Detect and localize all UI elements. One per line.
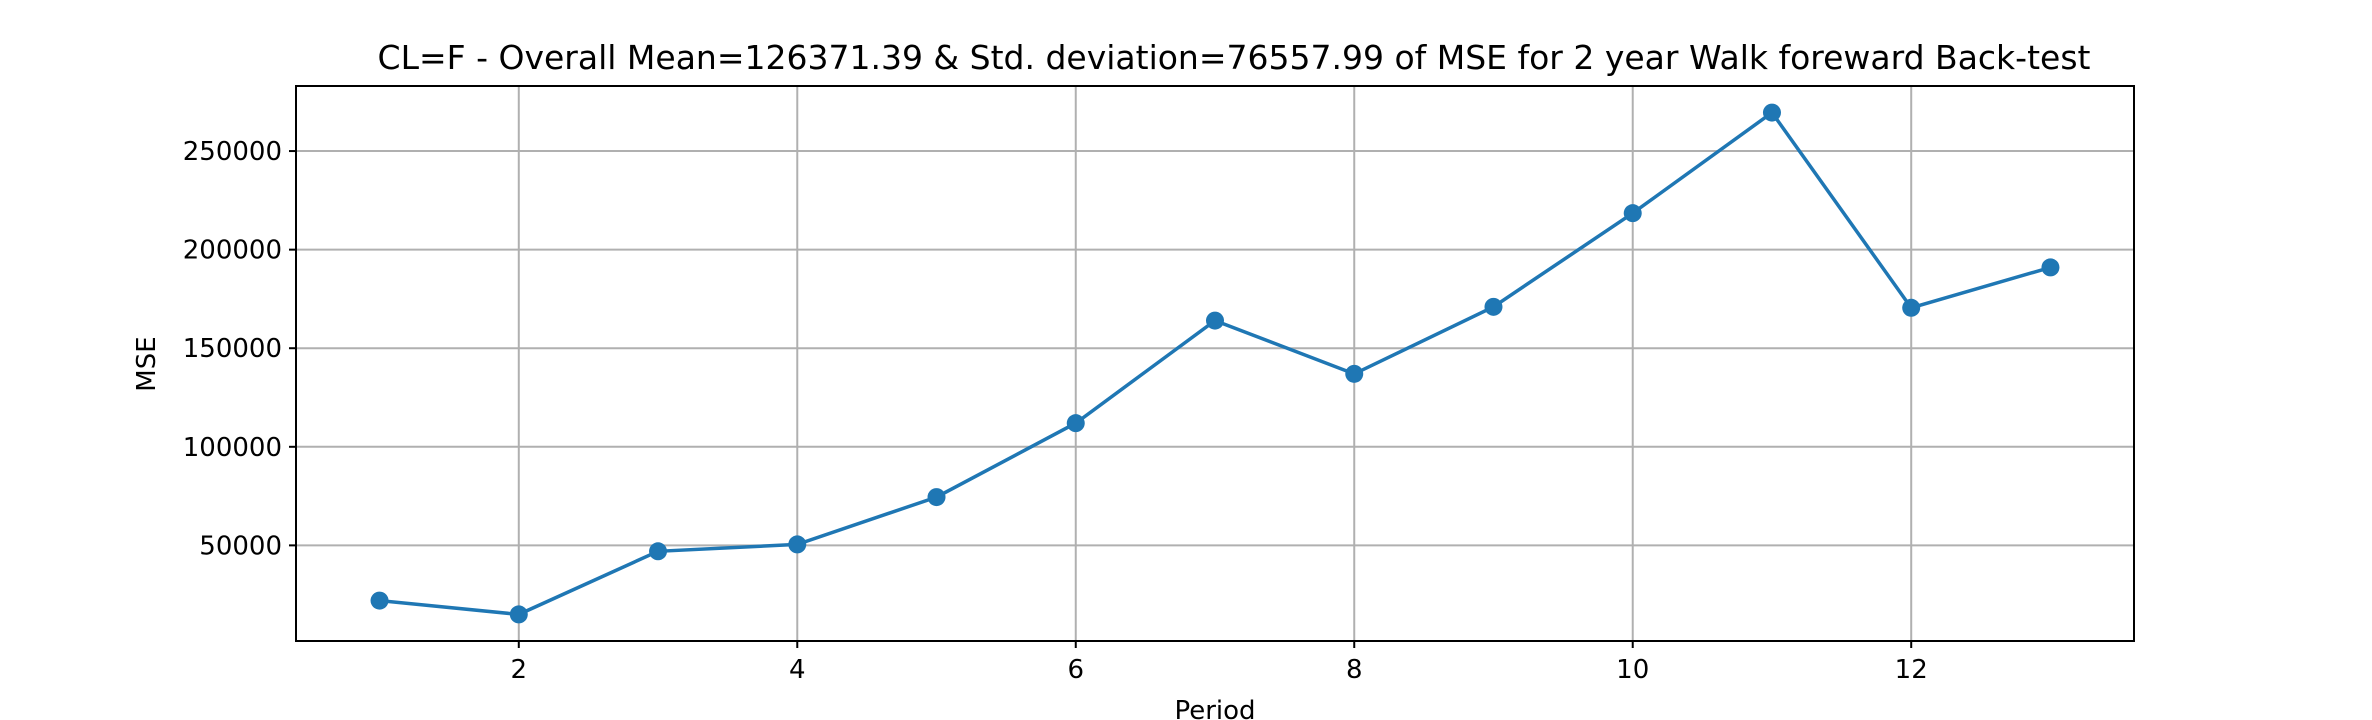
data-point bbox=[2041, 258, 2060, 277]
plot-frame bbox=[295, 85, 2135, 642]
y-axis-label: MSE bbox=[132, 336, 162, 391]
y-tick-label: 250000 bbox=[183, 137, 282, 167]
x-tick-label: 10 bbox=[1616, 655, 1649, 685]
y-tick-label: 50000 bbox=[199, 531, 282, 561]
data-point bbox=[509, 605, 528, 624]
data-point bbox=[1484, 297, 1503, 316]
x-tick-label: 6 bbox=[1067, 655, 1084, 685]
x-axis-label: Period bbox=[1174, 696, 1255, 720]
x-tick-label: 2 bbox=[511, 655, 528, 685]
x-tick-label: 8 bbox=[1346, 655, 1363, 685]
data-point bbox=[788, 535, 807, 554]
data-point bbox=[927, 488, 946, 507]
data-point bbox=[649, 542, 668, 561]
data-point bbox=[1066, 414, 1085, 433]
series-line bbox=[379, 110, 2051, 617]
grid-lines bbox=[296, 86, 2134, 641]
data-point bbox=[1623, 204, 1642, 223]
chart-title: CL=F - Overall Mean=126371.39 & Std. dev… bbox=[378, 38, 2091, 77]
axis-ticks: 2 4 6 8 10 12 50000 100000 150000 200000 250000 bbox=[183, 137, 1928, 685]
data-point bbox=[370, 591, 389, 610]
data-point bbox=[1206, 311, 1224, 330]
data-point bbox=[1902, 298, 1921, 317]
data-point bbox=[1762, 103, 1781, 122]
y-tick-label: 100000 bbox=[183, 433, 282, 463]
y-tick-label: 150000 bbox=[183, 334, 282, 364]
series-layer bbox=[370, 103, 2060, 624]
y-tick-label: 200000 bbox=[183, 236, 282, 266]
x-tick-label: 4 bbox=[789, 655, 806, 685]
x-tick-label: 12 bbox=[1895, 655, 1928, 685]
data-point bbox=[1345, 364, 1364, 383]
